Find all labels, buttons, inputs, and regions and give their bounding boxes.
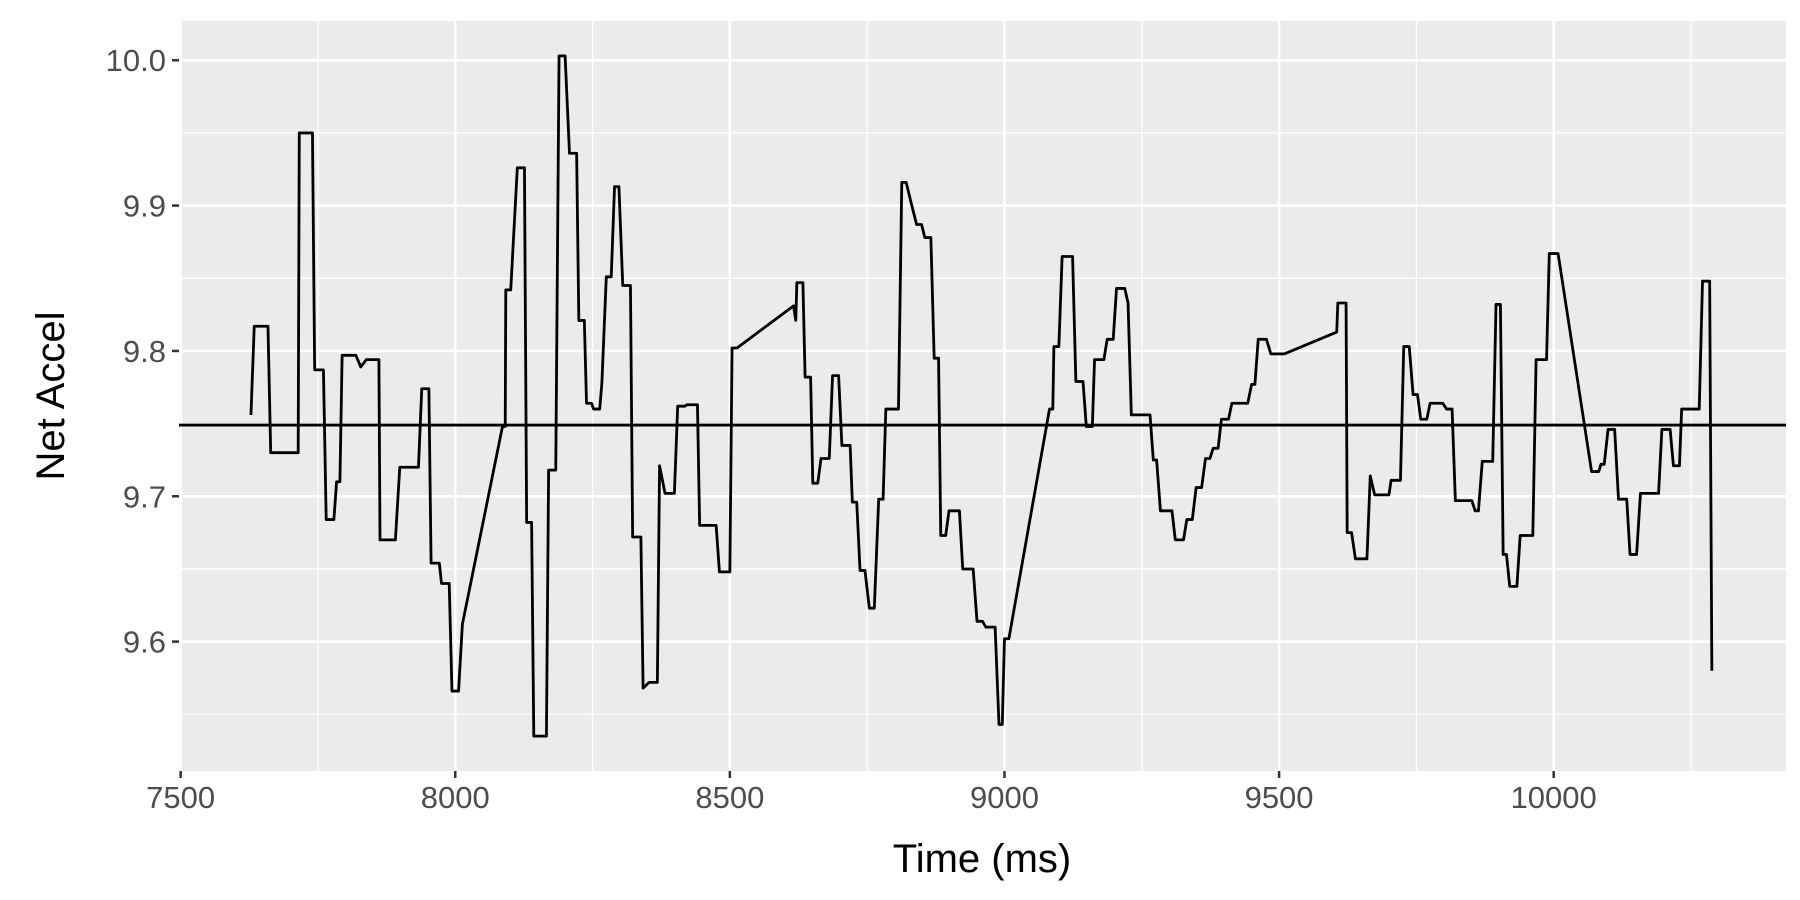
y-tick-label: 9.6 <box>123 625 166 660</box>
data-line <box>249 54 1714 738</box>
x-tick-label: 7500 <box>146 780 215 815</box>
panel-background <box>179 21 1786 771</box>
y-tick-label: 9.7 <box>123 479 166 514</box>
x-axis-title: Time (ms) <box>893 837 1071 881</box>
x-tick-label: 8500 <box>695 780 764 815</box>
y-tick-label: 10.0 <box>106 43 166 78</box>
x-tick-label: 10000 <box>1511 780 1597 815</box>
y-axis-title: Net Accel <box>29 312 73 481</box>
y-tick-label: 9.8 <box>123 334 166 369</box>
x-tick-label: 9500 <box>1245 780 1314 815</box>
y-tick-label: 9.9 <box>123 189 166 224</box>
x-tick-label: 9000 <box>970 780 1039 815</box>
x-tick-label: 8000 <box>421 780 490 815</box>
